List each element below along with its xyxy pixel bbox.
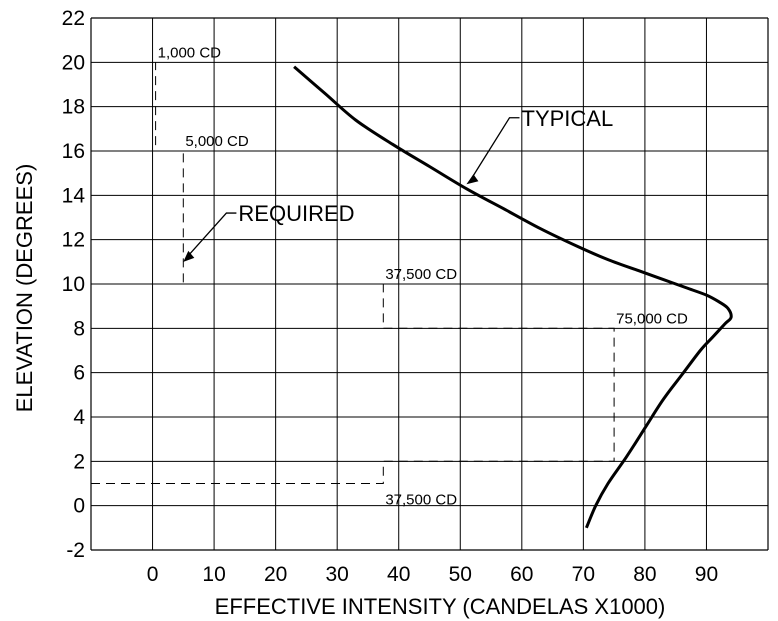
leader-typical (469, 117, 520, 181)
y-tick-label: 0 (73, 495, 85, 518)
y-tick-label: 18 (62, 96, 85, 119)
y-tick-label: 20 (62, 51, 85, 74)
y-tick-label: 4 (73, 406, 85, 429)
label-cd: 37,500 CD (385, 492, 457, 509)
y-tick-label: 14 (62, 184, 86, 207)
y-tick-label: 8 (73, 317, 85, 340)
label-cd: 37,500 CD (385, 266, 457, 283)
arrowhead-typical (466, 174, 479, 185)
x-tick-label: 0 (147, 563, 159, 586)
x-tick-label: 10 (202, 563, 225, 586)
label-cd: 75,000 CD (616, 310, 688, 327)
x-tick-label: 60 (510, 563, 533, 586)
x-axis-title: EFFECTIVE INTENSITY (CANDELAS X1000) (215, 594, 666, 619)
series-typical (293, 65, 733, 529)
x-tick-label: 90 (695, 563, 718, 586)
leader-required (185, 212, 237, 259)
y-tick-label: 22 (62, 7, 85, 30)
y-axis-title: ELEVATION (DEGREES) (12, 164, 37, 413)
x-tick-label: 30 (326, 563, 349, 586)
label-required: REQUIRED (238, 201, 354, 226)
y-tick-label: 2 (73, 450, 85, 473)
y-tick-label: 6 (73, 362, 85, 385)
label-cd: 5,000 CD (185, 133, 249, 150)
series-required (91, 62, 615, 484)
x-tick-label: 80 (633, 563, 656, 586)
tick-labels: 0 10 20 30 40 50 60 70 80 90 -2 0 2 4 6 8 10 12 14 16 18 20 22 (62, 7, 718, 586)
y-tick-label: -2 (66, 539, 85, 562)
label-cd: 1,000 CD (158, 44, 222, 61)
y-tick-label: 12 (62, 229, 85, 252)
x-tick-label: 40 (387, 563, 410, 586)
label-typical: TYPICAL (522, 106, 614, 131)
x-tick-label: 50 (449, 563, 472, 586)
y-tick-label: 16 (62, 140, 85, 163)
x-tick-label: 70 (572, 563, 595, 586)
annotations: 1,000 CD 5,000 CD 37,500 CD 75,000 CD 37,500… (158, 44, 688, 508)
x-tick-label: 20 (264, 563, 287, 586)
arrowhead-required (183, 250, 195, 262)
series (91, 62, 733, 529)
y-tick-label: 10 (62, 273, 85, 296)
